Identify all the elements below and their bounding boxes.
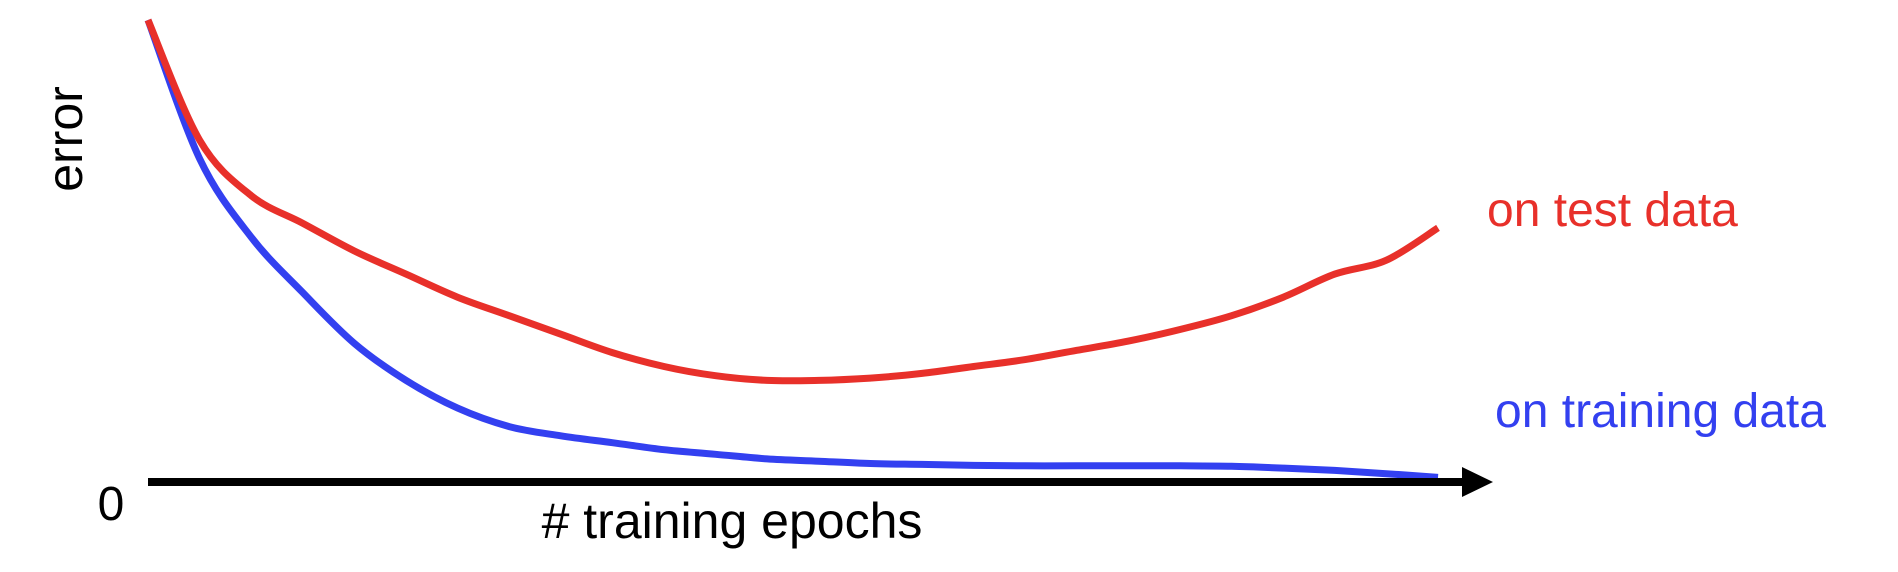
series-line-training (144, 18, 1439, 481)
y-axis-label: error (37, 86, 93, 192)
series-label-test: on test data (1487, 184, 1738, 237)
x-axis (148, 467, 1493, 497)
series-layer (144, 18, 1440, 481)
x-axis-arrow-icon (1462, 467, 1493, 497)
series-label-training: on training data (1495, 385, 1826, 438)
y-tick-label-0: 0 (98, 478, 125, 531)
series-line-test (144, 18, 1440, 385)
x-axis-label: # training epochs (542, 493, 923, 549)
